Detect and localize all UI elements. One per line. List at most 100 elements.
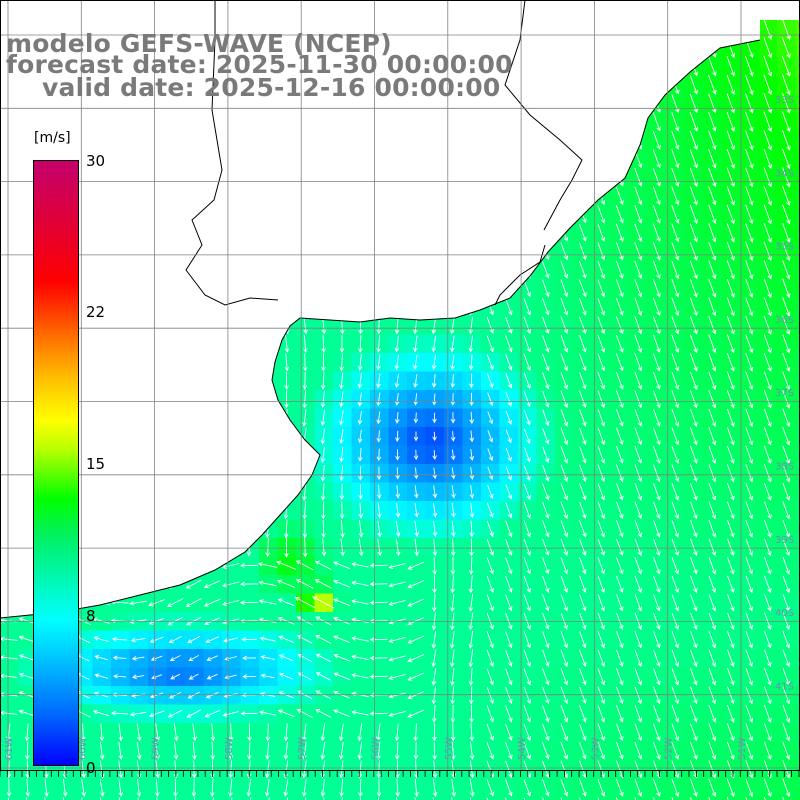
wind-arrow [763, 185, 773, 206]
wind-speed-cell [351, 334, 371, 354]
wind-speed-cell [314, 316, 334, 336]
wind-speed-cell [795, 797, 800, 800]
wind-speed-cell [240, 593, 260, 613]
wind-speed-cell [795, 408, 800, 428]
wind-speed-cell [795, 57, 800, 77]
wind-speed-cell [795, 464, 800, 484]
wind-speed-cell [0, 686, 20, 706]
wind-speed-cell [129, 778, 149, 798]
wind-speed-cell [425, 704, 445, 724]
wind-speed-cell [111, 686, 131, 706]
wind-speed-cell [444, 649, 464, 669]
wind-speed-cell [407, 445, 427, 465]
wind-speed-cell [351, 778, 371, 798]
wind-speed-cell [55, 778, 75, 798]
colorbar-tick: 22 [86, 303, 106, 321]
wind-speed-cell [0, 630, 20, 650]
wind-speed-cell [240, 723, 260, 743]
wind-speed-cell [388, 464, 408, 484]
wind-speed-cell [166, 704, 186, 724]
wind-speed-cell [795, 390, 800, 410]
wind-speed-cell [444, 501, 464, 521]
wind-speed-cell [536, 797, 556, 800]
wind-speed-cell [203, 723, 223, 743]
wind-speed-cell [314, 741, 334, 761]
wind-speed-cell [240, 760, 260, 780]
wind-arrow [652, 130, 661, 150]
wind-speed-cell [0, 797, 20, 800]
wind-speed-cell [333, 334, 353, 354]
wind-speed-cell [314, 390, 334, 410]
wind-speed-cell [388, 704, 408, 724]
wind-speed-cell [407, 408, 427, 428]
wind-speed-cell [351, 538, 371, 558]
lon-label: 57W [297, 737, 308, 760]
colorbar-unit: [m/s] [34, 130, 71, 146]
wind-speed-cell [388, 353, 408, 373]
wind-speed-cell [129, 797, 149, 800]
wind-speed-cell [240, 556, 260, 576]
wind-speed-cell [795, 112, 800, 132]
wind-speed-cell [296, 371, 316, 391]
wind-speed-cell [425, 482, 445, 502]
wind-speed-cell [37, 797, 57, 800]
wind-speed-cell [777, 797, 797, 800]
wind-speed-cell [333, 427, 353, 447]
wind-speed-cell [314, 778, 334, 798]
wind-speed-cell [240, 686, 260, 706]
wind-speed-cell [333, 723, 353, 743]
wind-speed-cell [111, 649, 131, 669]
wind-speed-cell [148, 667, 168, 687]
wind-speed-cell [462, 667, 482, 687]
wind-speed-cell [74, 778, 94, 798]
wind-speed-cell [425, 556, 445, 576]
wind-speed-cell [388, 556, 408, 576]
lat-label: 36S [775, 315, 794, 326]
wind-speed-cell [259, 797, 279, 800]
wind-arrow [689, 149, 698, 169]
wind-speed-cell [407, 353, 427, 373]
wind-speed-cell [185, 649, 205, 669]
wind-speed-cell [592, 797, 612, 800]
wind-speed-cell [277, 353, 297, 373]
lat-label: 41S [775, 681, 794, 692]
wind-speed-cell [407, 334, 427, 354]
wind-speed-cell [296, 353, 316, 373]
wind-speed-cell [203, 778, 223, 798]
wind-arrow [708, 149, 717, 169]
wind-speed-cell [0, 778, 20, 798]
wind-arrow [763, 37, 773, 59]
wind-speed-cell [166, 723, 186, 743]
wind-speed-cell [388, 630, 408, 650]
wind-speed-cell [795, 704, 800, 724]
wind-speed-cell [222, 741, 242, 761]
wind-speed-cell [296, 334, 316, 354]
wind-speed-cell [462, 371, 482, 391]
wind-speed-cell [148, 778, 168, 798]
wind-speed-cell [370, 427, 390, 447]
wind-speed-cell [111, 797, 131, 800]
wind-speed-cell [166, 686, 186, 706]
wind-arrow [763, 167, 773, 188]
wind-speed-cell [277, 371, 297, 391]
wind-arrow [652, 167, 661, 187]
wind-speed-cell [629, 797, 649, 800]
wind-arrow [689, 112, 698, 132]
wind-speed-cell [795, 575, 800, 595]
wind-speed-cell [444, 778, 464, 798]
wind-speed-cell [222, 649, 242, 669]
wind-speed-cell [425, 538, 445, 558]
wind-speed-cell [351, 445, 371, 465]
wind-speed-cell [444, 760, 464, 780]
wind-speed-cell [333, 778, 353, 798]
colorbar-tick: 15 [86, 455, 106, 473]
wind-speed-cell [333, 464, 353, 484]
wind-speed-cell [444, 704, 464, 724]
valid-date: valid date: 2025-12-16 00:00:00 [42, 73, 501, 102]
wind-speed-cell [111, 667, 131, 687]
wind-speed-cell [388, 519, 408, 539]
wind-speed-cell [407, 575, 427, 595]
wind-speed-cell [407, 390, 427, 410]
wind-speed-cell [666, 797, 686, 800]
lon-label: 52W [664, 737, 675, 760]
